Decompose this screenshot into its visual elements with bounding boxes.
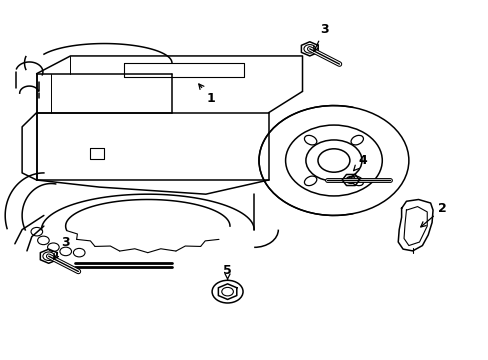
Text: 2: 2 [420, 202, 446, 227]
Text: 3: 3 [53, 235, 70, 259]
Text: 1: 1 [199, 84, 215, 105]
Text: 3: 3 [313, 23, 328, 51]
Text: 4: 4 [353, 154, 366, 171]
Text: 5: 5 [223, 264, 231, 280]
